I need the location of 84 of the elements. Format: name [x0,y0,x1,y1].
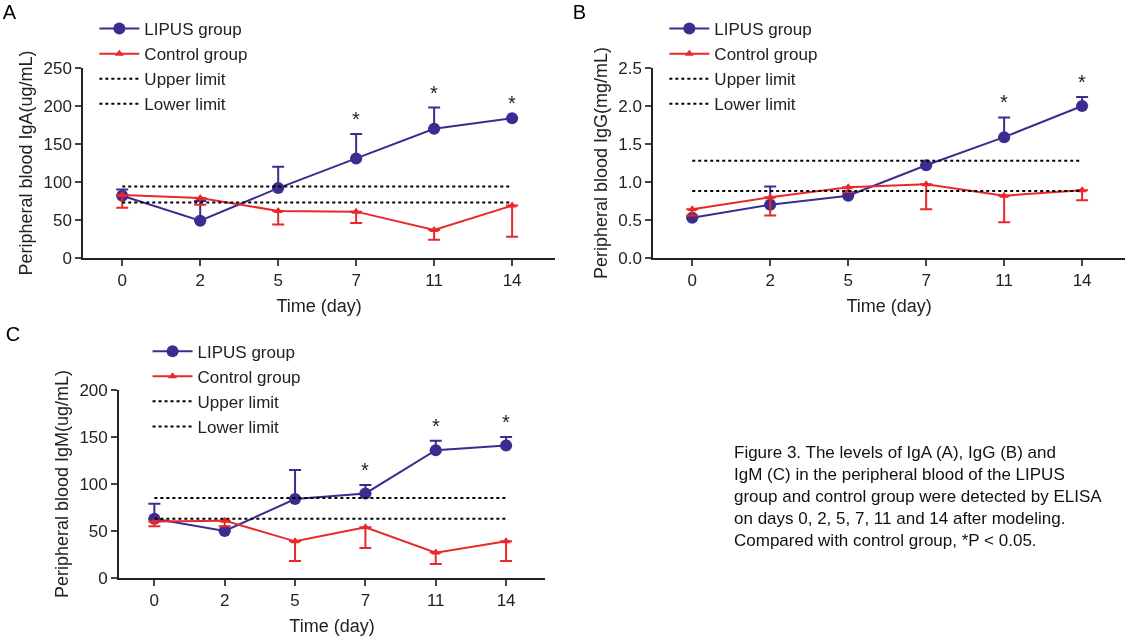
point [351,207,361,214]
annotation: * [430,82,438,104]
y-tick-label: 50 [88,521,108,541]
y-tick-label: 0 [62,248,72,268]
legend-label: Upper limit [197,392,280,412]
annotation: * [1078,71,1086,93]
legend-label: LIPUS group [197,342,295,362]
legend-label: Control group [714,45,818,65]
y-axis-title: Peripheral blood IgM(ug/mL) [52,369,73,599]
chart-title: B [572,0,587,23]
annotation: * [1000,91,1008,113]
point [431,548,441,555]
y-tick-label: 200 [79,380,108,400]
point [194,214,207,227]
annotation: * [432,415,440,437]
x-tick-label: 2 [219,591,230,611]
y-tick-label: 250 [43,58,72,78]
legend-label: LIPUS group [144,20,242,40]
legend-label: LIPUS group [714,20,812,40]
caption: Figure 3. The levels of IgA (A), IgG (B) and IgM (C) in the peripheral blood of the LIPUS group and control group were detected by ELISA on days 0, 2, 5, 7, 11 and 14 after modeling. Compared with control group, *P < 0.05. [734,443,1103,551]
x-tick-label: 5 [273,271,283,291]
y-tick-label: 2.5 [618,58,642,78]
x-tick-label: 5 [843,271,853,291]
point [273,206,283,213]
chart-title: C [5,322,21,345]
point [1076,100,1089,112]
y-tick-label: 2.0 [618,96,642,116]
y-tick-label: 0.0 [618,248,642,268]
x-tick-label: 14 [496,591,516,611]
x-tick-label: 5 [290,591,300,611]
x-tick-label: 7 [351,271,361,291]
x-tick-label: 2 [195,271,205,291]
legend-label: Lower limit [197,418,280,438]
x-tick-label: 11 [995,271,1013,291]
y-tick-label: 0.5 [618,210,642,230]
y-tick-label: 1.5 [618,134,642,154]
y-tick-label: 100 [43,172,72,192]
y-axis-title: Peripheral blood IgG(mg/mL) [590,46,611,280]
point [998,131,1011,144]
x-tick-label: 7 [921,271,931,291]
point [429,444,442,457]
annotation: * [502,411,510,433]
annotation: * [352,108,360,130]
point [507,201,517,208]
y-tick-label: 150 [79,427,108,447]
y-tick-label: 50 [52,210,72,230]
legend-label: Lower limit [144,95,226,115]
x-tick-label: 14 [502,271,522,291]
legend-label: Control group [197,367,301,387]
point [195,193,205,200]
y-tick-label: 0 [98,568,108,588]
x-tick-label: 11 [426,591,445,611]
x-tick-label: 7 [360,591,371,611]
point [506,112,519,125]
x-tick-label: 0 [117,271,127,291]
y-tick-label: 150 [43,134,72,154]
x-tick-label: 14 [1072,271,1092,291]
point [920,159,933,172]
x-axis-title: Time (day) [289,616,375,636]
legend-label: Upper limit [714,70,796,90]
y-axis-title: Peripheral blood IgA(ug/mL) [16,50,37,276]
point [429,225,439,232]
x-tick-label: 0 [149,591,160,611]
y-tick-label: 200 [43,96,72,116]
x-axis-title: Time (day) [846,296,932,316]
x-tick-label: 11 [425,271,443,291]
chart-title: A [2,0,17,23]
annotation: * [508,92,516,114]
point [359,487,372,500]
point [350,152,363,165]
legend-label: Lower limit [714,95,796,115]
x-axis-title: Time (day) [276,296,362,316]
y-tick-label: 1.0 [618,172,642,192]
point [999,191,1009,198]
point [428,122,441,135]
x-tick-label: 2 [765,271,775,291]
annotation: * [361,459,369,481]
point [500,439,513,452]
y-tick-label: 100 [79,474,108,494]
point [220,516,230,523]
x-tick-label: 0 [687,271,697,291]
point [149,517,159,524]
legend-label: Upper limit [144,70,226,90]
legend-label: Control group [144,45,248,65]
